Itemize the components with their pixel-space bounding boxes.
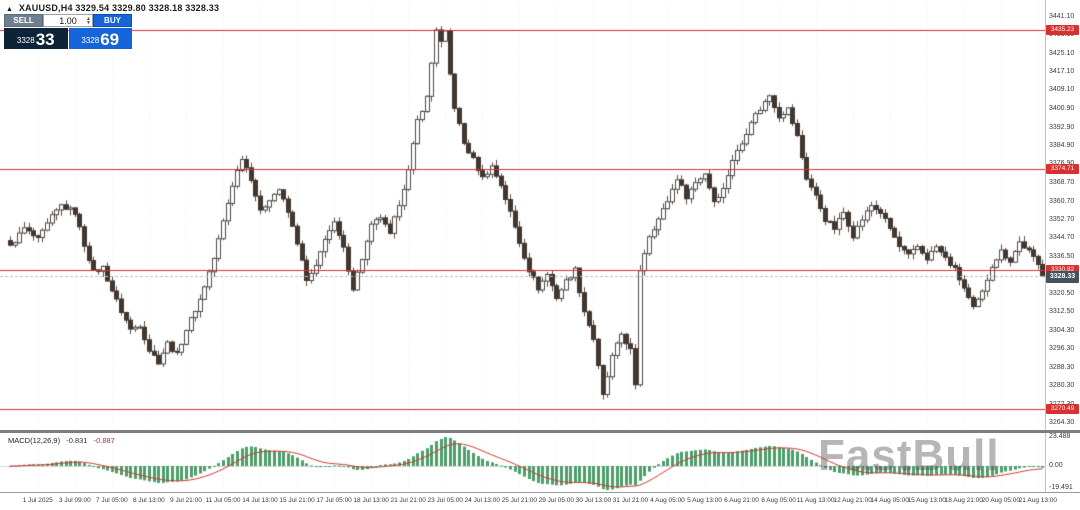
lot-size-input[interactable]: 1.00 ▲ ▼	[43, 14, 93, 27]
price-tick: 3336.50	[1049, 253, 1075, 261]
time-tick: 14 Aug 05:00	[870, 497, 909, 504]
symbol-info: ▲ XAUUSD,H4 3329.54 3329.80 3328.18 3328…	[6, 3, 219, 13]
buy-price-main: 3328	[81, 36, 100, 45]
price-tick: 3312.50	[1049, 308, 1075, 316]
sell-price-pips: 33	[35, 30, 55, 49]
time-tick: 17 Jul 05:00	[316, 497, 352, 504]
price-tick: 3360.70	[1049, 197, 1075, 205]
time-tick: 21 Jul 21:00	[390, 497, 426, 504]
level-price-tag[interactable]: 3435.23	[1046, 25, 1079, 36]
symbol-ohlc-text: XAUUSD,H4 3329.54 3329.80 3328.18 3328.3…	[18, 3, 220, 13]
time-tick: 20 Aug 05:00	[981, 497, 1020, 504]
price-tick: 3288.30	[1049, 363, 1075, 371]
price-tick: 3304.30	[1049, 327, 1075, 335]
time-tick: 18 Aug 21:00	[944, 497, 983, 504]
price-tick: 3425.10	[1049, 49, 1075, 57]
macd-value-signal: -0.887	[93, 436, 115, 445]
level-price-tag[interactable]: 3374.71	[1046, 164, 1079, 175]
time-tick: 3 Jul 09:00	[58, 497, 91, 504]
time-tick: 11 Jul 05:00	[205, 497, 241, 504]
lot-size-value[interactable]: 1.00	[59, 15, 77, 26]
macd-indicator-label: MACD(12,26,9) -0.831 -0.887	[8, 436, 115, 445]
time-tick: 23 Jul 05:00	[427, 497, 463, 504]
macd-scale-max: 23.488	[1049, 433, 1071, 440]
time-tick: 18 Jul 13:00	[353, 497, 389, 504]
time-tick: 1 Jul 2025	[22, 497, 53, 504]
buy-price-display[interactable]: 3328 69	[68, 28, 132, 49]
current-price-tag: 3328.33	[1046, 270, 1079, 283]
time-tick: 21 Aug 13:00	[1018, 497, 1058, 504]
price-tick: 3280.30	[1049, 382, 1075, 390]
macd-scale-min: -19.491	[1049, 484, 1073, 491]
time-tick: 25 Jul 21:00	[501, 497, 538, 504]
time-axis[interactable]: 1 Jul 2025 3 Jul 09:00 7 Jul 05:00 8 Jul 13…	[0, 492, 1080, 510]
price-tick: 3376.90	[1049, 160, 1074, 167]
macd-name: MACD(12,26,9)	[8, 436, 61, 445]
price-tick: 3400.90	[1049, 105, 1075, 113]
time-tick: 8 Aug 05:00	[761, 497, 796, 504]
lot-increase-icon[interactable]: ▲	[86, 15, 91, 22]
time-tick: 9 Jul 21:00	[170, 497, 202, 504]
level-price-tag[interactable]: 3330.82	[1046, 265, 1079, 276]
time-tick: 6 Aug 21:00	[724, 497, 759, 504]
price-tick: 3296.30	[1049, 345, 1075, 353]
one-click-trading-panel: SELL 1.00 ▲ ▼ BUY 3328 33 3328 69	[4, 14, 132, 49]
sell-price-main: 3328	[16, 36, 35, 45]
time-tick: 11 Aug 13:00	[796, 497, 835, 504]
price-tick: 3368.70	[1049, 179, 1075, 187]
price-tick: 3344.70	[1049, 234, 1075, 242]
level-price-tag[interactable]: 3270.49	[1046, 403, 1079, 414]
price-tick: 3409.10	[1049, 86, 1075, 94]
price-tick: 3384.90	[1049, 142, 1075, 150]
price-tick: 3352.70	[1049, 215, 1075, 223]
price-axis[interactable]: 3441.103433.103425.103417.103409.103400.…	[1046, 0, 1080, 492]
time-tick: 12 Aug 21:00	[833, 497, 872, 504]
price-axis-separator	[1045, 0, 1046, 492]
time-tick: 15 Jul 21:00	[279, 497, 315, 504]
time-tick: 7 Jul 05:00	[95, 497, 128, 504]
price-tick: 3417.10	[1049, 68, 1075, 76]
time-tick: 24 Jul 13:00	[464, 497, 500, 504]
price-tick: 3392.90	[1049, 123, 1075, 131]
price-tick: 3320.50	[1049, 289, 1075, 297]
buy-price-pips: 69	[100, 30, 120, 49]
lot-decrease-icon[interactable]: ▼	[86, 19, 91, 26]
buy-button[interactable]: BUY	[93, 14, 132, 27]
time-tick: 30 Jul 13:00	[575, 497, 612, 504]
sell-button[interactable]: SELL	[4, 14, 43, 27]
time-tick: 5 Aug 13:00	[687, 497, 722, 504]
time-tick: 31 Jul 21:00	[612, 497, 649, 504]
time-tick: 15 Aug 13:00	[907, 497, 946, 504]
price-tick: 3264.30	[1049, 418, 1075, 426]
macd-value-main: -0.831	[66, 436, 88, 445]
pane-resize-divider[interactable]	[0, 430, 1080, 433]
platform-logo-icon: ▲	[6, 6, 14, 13]
time-tick: 29 Jul 05:00	[538, 497, 575, 504]
macd-scale-zero: 0.00	[1049, 462, 1063, 469]
time-tick: 4 Aug 05:00	[650, 497, 685, 504]
sell-price-display[interactable]: 3328 33	[4, 28, 68, 49]
time-tick: 8 Jul 13:00	[132, 497, 165, 504]
time-tick: 14 Jul 13:00	[242, 497, 278, 504]
price-tick: 3441.10	[1049, 13, 1075, 20]
